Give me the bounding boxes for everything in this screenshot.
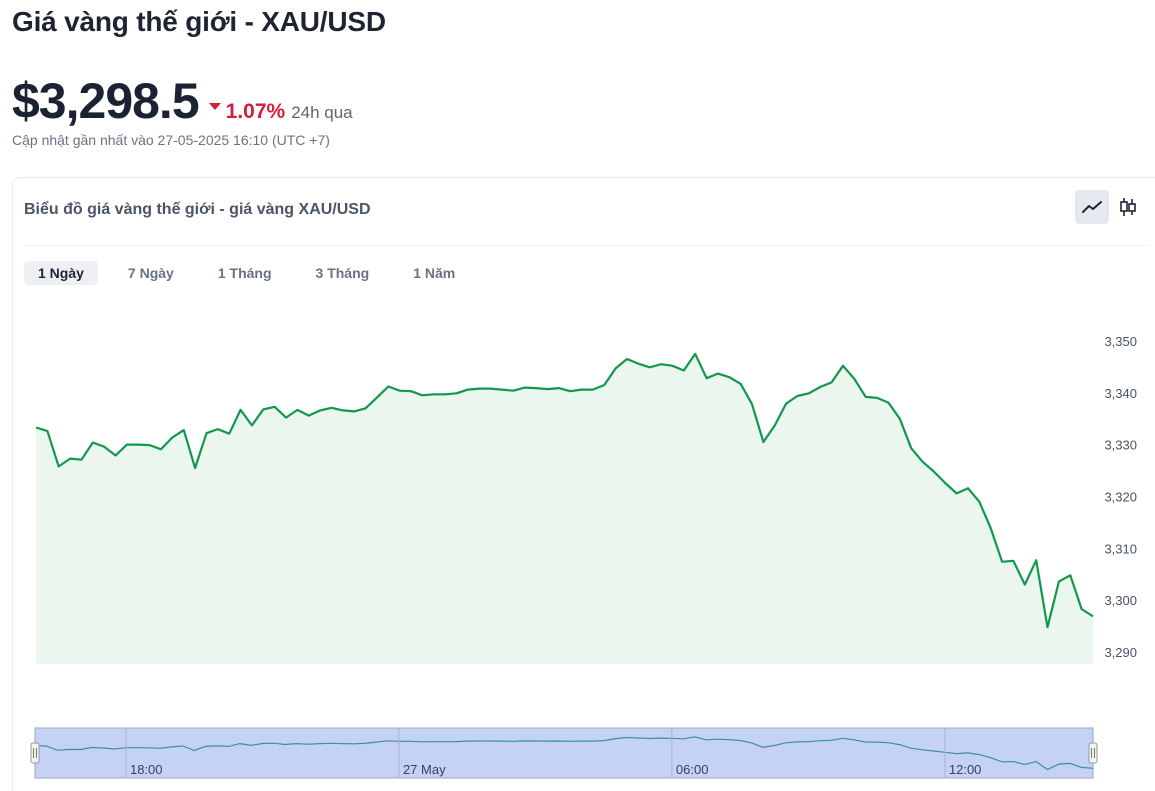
y-tick-label: 3,340 xyxy=(1104,386,1137,401)
y-tick-label: 3,310 xyxy=(1104,541,1137,556)
range-tabs: 1 Ngày 7 Ngày 1 Tháng 3 Tháng 1 Năm xyxy=(24,261,485,285)
down-arrow-icon xyxy=(208,103,221,110)
page-title: Giá vàng thế giới - XAU/USD xyxy=(12,6,386,37)
candlestick-icon xyxy=(1120,198,1136,216)
current-price: $3,298.5 xyxy=(12,73,200,129)
y-tick-label: 3,330 xyxy=(1104,438,1137,453)
y-tick-label: 3,350 xyxy=(1104,334,1137,349)
navigator-label: 27 May xyxy=(403,762,446,777)
tab-range[interactable]: 1 Ngày xyxy=(24,261,98,285)
chart-title: Biểu đồ giá vàng thế giới - giá vàng XAU… xyxy=(24,201,371,218)
chart-type-toggle xyxy=(1075,190,1147,224)
y-tick-label: 3,290 xyxy=(1104,645,1137,660)
candlestick-chart-button[interactable] xyxy=(1111,190,1145,224)
navigator-label: 06:00 xyxy=(676,762,709,777)
navigator-label: 18:00 xyxy=(130,762,163,777)
price-area xyxy=(36,353,1093,664)
tab-range[interactable]: 1 Năm xyxy=(413,265,456,281)
navigator-window xyxy=(34,727,1094,779)
y-tick-label: 3,320 xyxy=(1104,490,1137,505)
card-divider xyxy=(24,245,1149,246)
line-chart-icon xyxy=(1082,201,1102,213)
tab-range[interactable]: 7 Ngày xyxy=(127,265,174,281)
navigator-line xyxy=(34,736,1094,771)
tab-range[interactable]: 3 Tháng xyxy=(315,265,370,281)
change-percent: 1.07% xyxy=(225,100,286,123)
last-updated: Cập nhật gần nhất vào 27-05-2025 16:10 (… xyxy=(12,132,330,148)
price-line xyxy=(35,352,1094,629)
y-tick-label: 3,300 xyxy=(1104,593,1137,608)
price-summary: $3,298.5 1.07% 24h qua xyxy=(12,72,353,130)
tab-range[interactable]: 1 Tháng xyxy=(217,265,272,281)
line-chart-button[interactable] xyxy=(1075,190,1109,224)
navigator-right-handle[interactable] xyxy=(1088,742,1098,764)
change-period: 24h qua xyxy=(291,103,353,122)
navigator-left-handle[interactable] xyxy=(30,742,40,764)
navigator-label: 12:00 xyxy=(949,762,982,777)
